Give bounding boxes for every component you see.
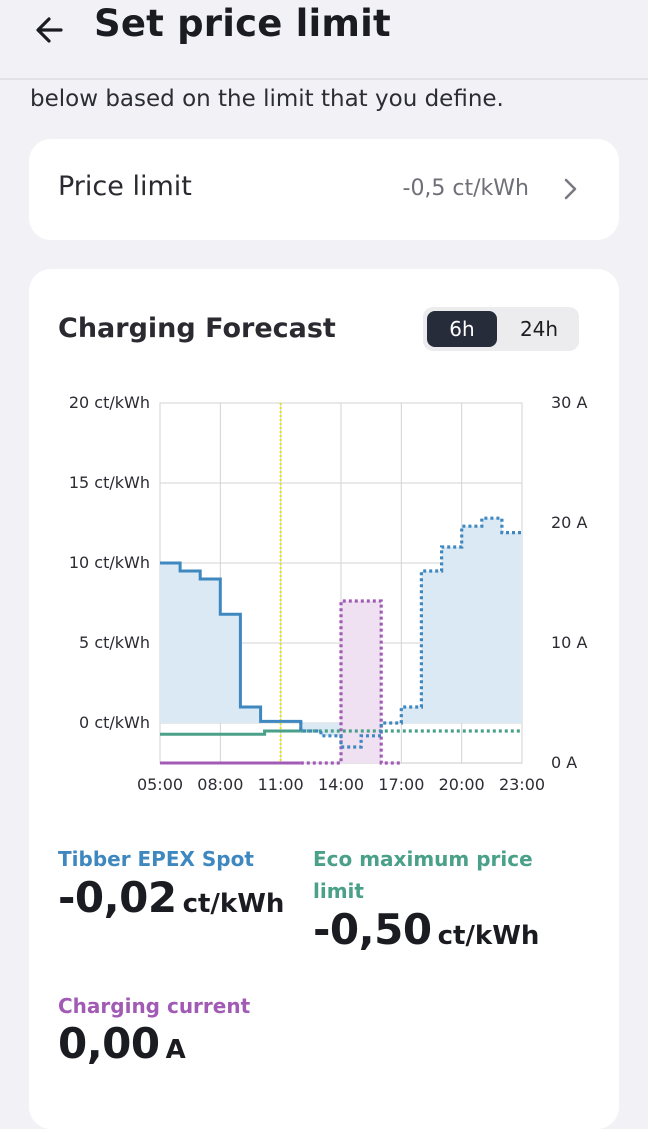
eco-limit-line [160, 729, 301, 736]
x-tick-label: 05:00 [137, 775, 183, 794]
y-left-tick-label: 5 ct/kWh [79, 633, 150, 652]
y-left-tick-label: 0 ct/kWh [79, 713, 150, 732]
charging-forecast-chart: 05:00 08:00 11:00 14:00 17:00 20:00 23:00 0 ct/… [69, 393, 588, 794]
top-app-bar: Set price limit [0, 0, 648, 80]
x-tick-label: 14:00 [318, 775, 364, 794]
intro-text: below based on the limit that you define… [30, 86, 504, 112]
x-tick-label: 23:00 [499, 775, 545, 794]
spot-price-label: Tibber EPEX Spot [58, 847, 254, 871]
x-tick-label: 20:00 [439, 775, 485, 794]
y-left-tick-label: 15 ct/kWh [69, 473, 150, 492]
charging-current-value: 0,00 A [58, 1019, 186, 1068]
range-toggle: 6h 24h [423, 307, 579, 351]
spot-price-area [160, 518, 522, 747]
y-right-tick-label: 0 A [551, 753, 577, 772]
price-limit-value: -0,5 ct/kWh [402, 176, 530, 201]
back-arrow-icon[interactable] [30, 10, 70, 50]
eco-limit-unit: ct/kWh [437, 921, 540, 951]
spot-price-value: -0,02 ct/kWh [58, 873, 284, 922]
y-left-tick-label: 10 ct/kWh [69, 553, 150, 572]
spot-price-line [160, 561, 303, 731]
chart-labels: 05:00 08:00 11:00 14:00 17:00 20:00 23:00 0 ct/… [69, 393, 588, 794]
price-limit-row[interactable]: Price limit -0,5 ct/kWh [29, 139, 619, 240]
chevron-right-icon [564, 178, 577, 200]
price-limit-label: Price limit [58, 171, 192, 202]
charging-current-forecast-line [300, 599, 402, 765]
page-title: Set price limit [94, 2, 391, 45]
x-tick-label: 08:00 [197, 775, 243, 794]
chart-lines [160, 403, 522, 765]
charging-current-unit: A [165, 1035, 186, 1065]
spot-price-number: -0,02 [58, 873, 177, 922]
y-right-tick-label: 20 A [551, 513, 587, 532]
charging-current-label: Charging current [58, 994, 251, 1018]
y-left-tick-label: 20 ct/kWh [69, 393, 150, 412]
range-option-24h[interactable]: 24h [519, 317, 559, 341]
eco-limit-label: Eco maximum price limit [313, 847, 533, 903]
y-right-tick-label: 10 A [551, 633, 587, 652]
spot-price-unit: ct/kWh [182, 889, 285, 919]
y-right-tick-label: 30 A [551, 393, 587, 412]
charging-forecast-card: Charging Forecast 6h 24h 05:00 08:00 11:00… [29, 269, 619, 1129]
forecast-title: Charging Forecast [58, 313, 336, 344]
charging-current-number: 0,00 [58, 1019, 160, 1068]
x-tick-label: 17:00 [378, 775, 424, 794]
eco-limit-number: -0,50 [313, 905, 432, 954]
range-option-6h[interactable]: 6h [427, 311, 497, 347]
x-tick-label: 11:00 [258, 775, 304, 794]
eco-limit-value: -0,50 ct/kWh [313, 905, 539, 954]
